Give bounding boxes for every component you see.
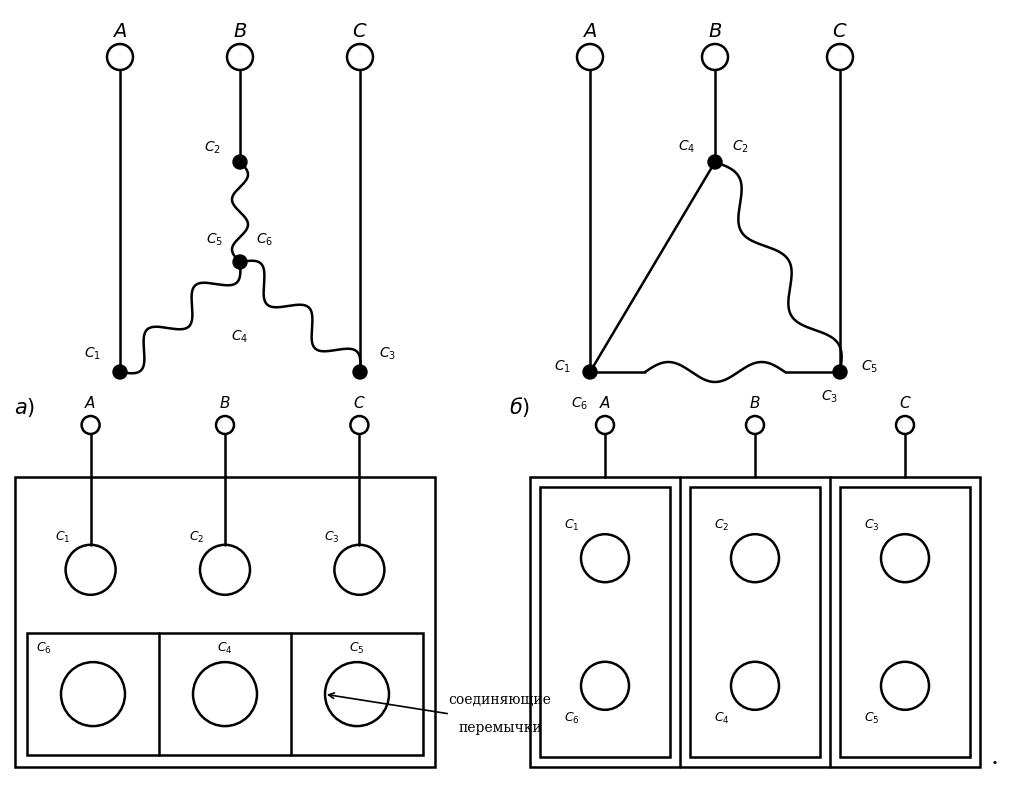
Text: .: . (991, 745, 999, 768)
Text: $C_6$: $C_6$ (36, 641, 52, 656)
Text: $C_5$: $C_5$ (861, 359, 879, 375)
Circle shape (113, 365, 127, 379)
Text: $a)$: $a)$ (14, 395, 36, 418)
Bar (15, 477, 435, 767)
Bar (27, 633, 423, 755)
Circle shape (233, 255, 247, 269)
Text: $C$: $C$ (352, 23, 368, 41)
Text: $C_5$: $C_5$ (864, 711, 880, 726)
Text: перемычки: перемычки (458, 721, 542, 735)
Text: $A$: $A$ (583, 23, 598, 41)
Text: $C_2$: $C_2$ (189, 531, 205, 546)
Text: $B$: $B$ (750, 395, 761, 411)
Text: $C_3$: $C_3$ (821, 389, 839, 406)
Bar (540, 487, 670, 757)
Text: $B$: $B$ (232, 23, 247, 41)
Text: $B$: $B$ (708, 23, 722, 41)
Circle shape (353, 365, 367, 379)
Bar (690, 487, 820, 757)
Circle shape (833, 365, 847, 379)
Text: $C_1$: $C_1$ (84, 346, 100, 362)
Text: соединяющие: соединяющие (449, 693, 552, 707)
Circle shape (708, 155, 722, 169)
Text: $A$: $A$ (599, 395, 611, 411)
Text: $C$: $C$ (899, 395, 911, 411)
Text: $C_4$: $C_4$ (678, 139, 695, 155)
Text: $C_4$: $C_4$ (217, 641, 232, 656)
Text: $C_2$: $C_2$ (204, 140, 220, 156)
Circle shape (583, 365, 597, 379)
Text: $C_2$: $C_2$ (731, 139, 749, 155)
Circle shape (233, 155, 247, 169)
Text: $C_2$: $C_2$ (715, 518, 730, 533)
Text: $C_1$: $C_1$ (55, 531, 71, 546)
Text: $C_4$: $C_4$ (231, 329, 249, 345)
Text: $C_6$: $C_6$ (564, 711, 580, 726)
Text: $б)$: $б)$ (509, 395, 530, 419)
Text: $B$: $B$ (219, 395, 230, 411)
Text: $A$: $A$ (85, 395, 96, 411)
Text: $C_1$: $C_1$ (564, 518, 580, 533)
Text: $C_5$: $C_5$ (207, 232, 223, 248)
Text: $C_6$: $C_6$ (571, 396, 589, 412)
Bar (530, 477, 980, 767)
Text: $C$: $C$ (353, 395, 366, 411)
Text: $C_3$: $C_3$ (380, 346, 396, 362)
Text: $A$: $A$ (113, 23, 128, 41)
Text: $C$: $C$ (833, 23, 848, 41)
Bar (840, 487, 970, 757)
Text: $C_4$: $C_4$ (714, 711, 730, 726)
Text: $C_3$: $C_3$ (864, 518, 880, 533)
Text: $C_6$: $C_6$ (256, 232, 273, 248)
Text: $C_3$: $C_3$ (324, 531, 339, 546)
Text: $C_1$: $C_1$ (554, 359, 570, 375)
Text: $C_5$: $C_5$ (349, 641, 365, 656)
